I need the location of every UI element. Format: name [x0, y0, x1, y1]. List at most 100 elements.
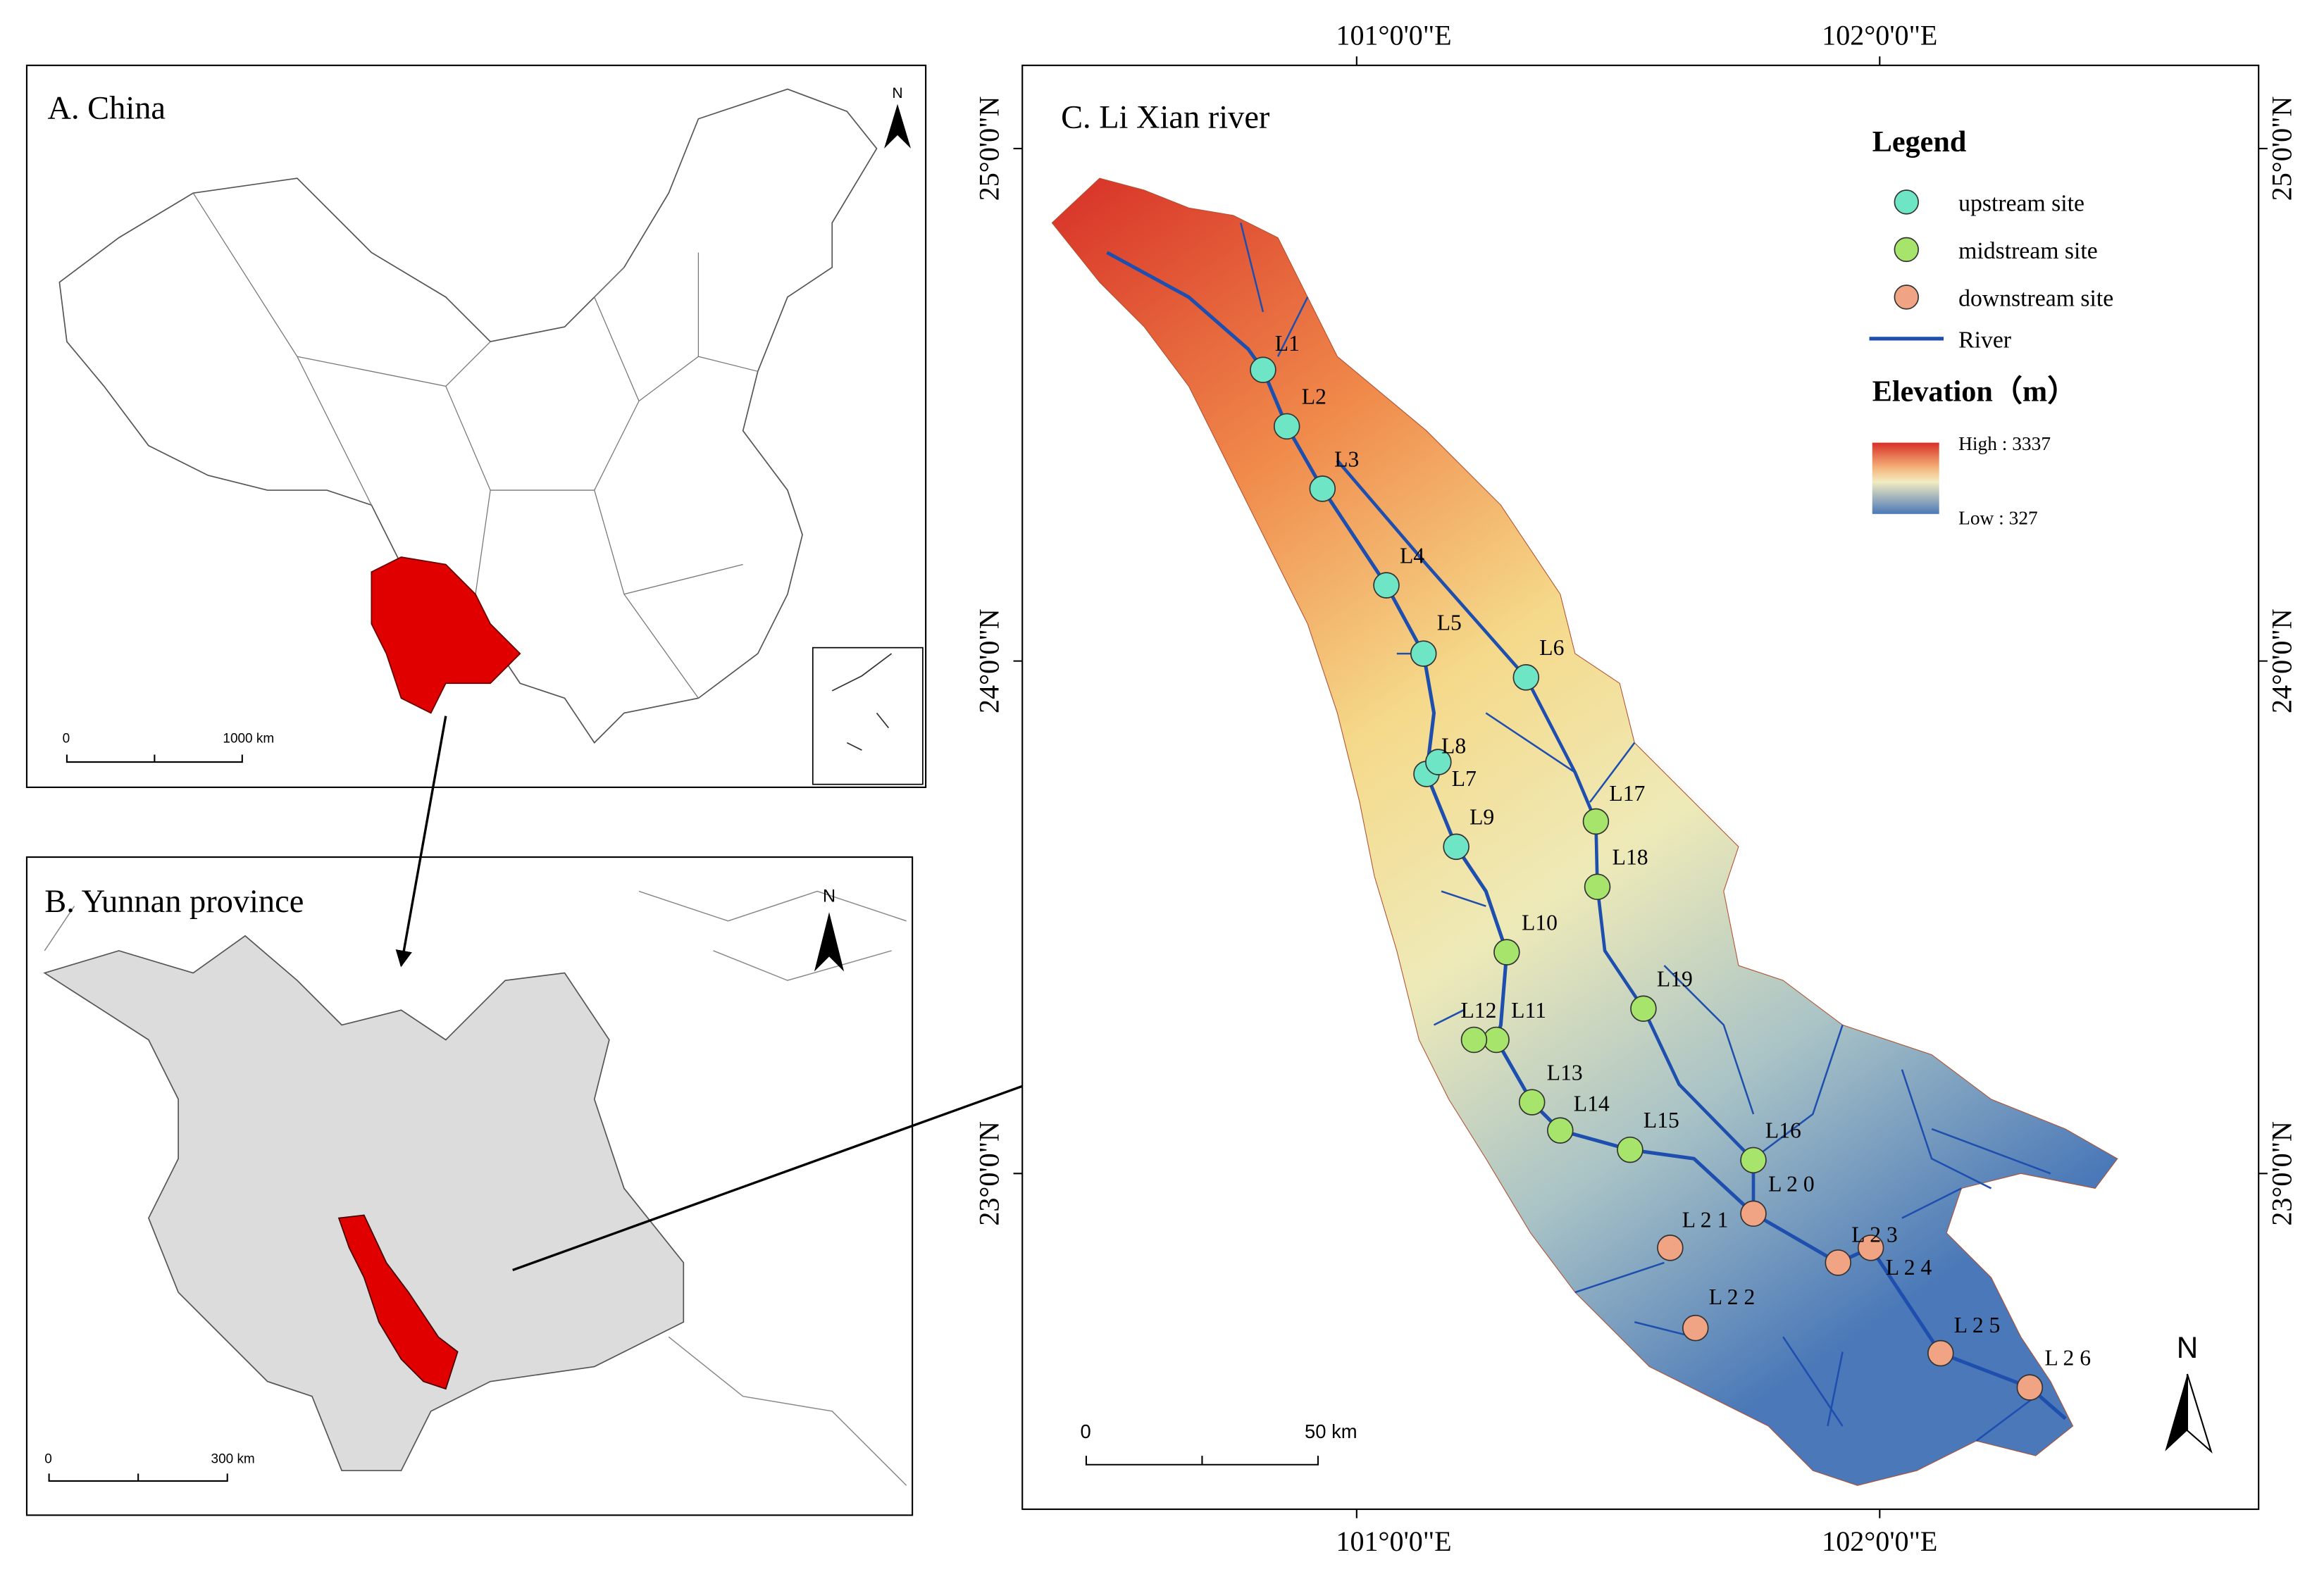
site-label: L18	[1612, 845, 1648, 870]
site-marker	[1582, 808, 1610, 835]
site-label: L7	[1452, 766, 1477, 791]
site-label: L 2 3	[1851, 1222, 1898, 1247]
scale-bar	[48, 1473, 228, 1482]
site-marker	[1657, 1235, 1684, 1261]
site-marker	[1927, 1339, 1954, 1367]
scale-label: 0	[44, 1452, 52, 1467]
site-label: L 2 6	[2044, 1345, 2091, 1370]
site-marker	[1617, 1136, 1643, 1163]
scale-label: 300 km	[211, 1452, 255, 1467]
site-label: L3	[1334, 446, 1359, 471]
site-label: L 2 5	[1954, 1313, 2001, 1337]
scale-label: 1000 km	[223, 732, 274, 747]
site-label: L8	[1441, 733, 1466, 758]
longitude-label: 102°0'0"E	[1822, 1525, 1937, 1557]
elevation-ramp	[1872, 442, 1939, 514]
site-label: L4	[1400, 543, 1424, 568]
inset-islands	[831, 653, 893, 751]
longitude-label: 101°0'0"E	[1336, 19, 1451, 51]
scale-bar	[1085, 1456, 1319, 1466]
panel-title: A. China	[47, 91, 166, 127]
legend-symbol	[1894, 285, 1919, 310]
site-marker	[1483, 1026, 1510, 1054]
site-label: L5	[1437, 610, 1462, 635]
site-marker	[1373, 572, 1400, 599]
site-label: L 2 4	[1886, 1255, 1932, 1280]
longitude-label: 102°0'0"E	[1822, 19, 1937, 51]
scale-label: 50 km	[1305, 1420, 1357, 1442]
site-marker	[1512, 664, 1540, 691]
legend-title: Legend	[1872, 125, 1967, 158]
north-label: N	[2177, 1331, 2198, 1364]
site-label: L1	[1275, 331, 1300, 356]
north-label: N	[823, 886, 835, 906]
site-marker	[1410, 640, 1437, 667]
china-outline	[58, 88, 878, 744]
site-label: L6	[1539, 635, 1564, 660]
site-label: L 2 0	[1768, 1172, 1815, 1197]
latitude-label: 25°0'0"N	[2266, 96, 2298, 201]
site-label: L13	[1547, 1060, 1583, 1085]
panel-a: A. China 0 1000 km N	[25, 64, 927, 788]
yunnan	[371, 556, 521, 714]
site-label: L 2 1	[1682, 1207, 1729, 1232]
site-marker	[1584, 873, 1611, 901]
longitude-label: 101°0'0"E	[1336, 1525, 1451, 1557]
north-arrow	[884, 104, 912, 149]
legend-label: upstream site	[1958, 191, 2084, 217]
panel-c: L1 L2 L3 L4 L5 L6 L7 L8 L9 L10 L11 L12 L13 L14 L15 L16 L…	[973, 19, 2297, 1557]
scale-label: 0	[63, 732, 70, 747]
site-marker	[1630, 995, 1657, 1022]
site-marker	[1250, 356, 1276, 383]
site-marker	[1682, 1314, 1709, 1342]
site-marker	[1460, 1026, 1488, 1054]
graticule-ticks	[1013, 56, 2268, 1518]
site-marker	[1547, 1117, 1574, 1144]
site-marker	[1493, 939, 1520, 966]
site-marker	[1857, 1235, 1884, 1261]
site-marker	[1443, 833, 1469, 861]
site-label: L10	[1522, 910, 1558, 935]
elevation-high: High : 3337	[1958, 433, 2051, 454]
legend-label: downstream site	[1958, 286, 2113, 312]
neighbor-borders	[44, 890, 907, 1486]
latitude-label: 25°0'0"N	[973, 96, 1005, 201]
site-marker	[2016, 1374, 2044, 1401]
site-label: L14	[1574, 1092, 1610, 1116]
site-label: L2	[1302, 385, 1326, 409]
site-label: L 2 2	[1709, 1285, 1756, 1309]
legend-symbol	[1894, 189, 1919, 215]
latitude-label: 24°0'0"N	[973, 608, 1005, 713]
inset-frame	[812, 647, 924, 785]
site-marker	[1825, 1249, 1852, 1276]
north-arrow-half	[2186, 1373, 2213, 1454]
scale-bar	[66, 754, 243, 763]
site-marker	[1740, 1200, 1767, 1228]
site-marker	[1740, 1147, 1767, 1174]
li-xian-basin	[337, 1214, 459, 1390]
north-arrow	[814, 912, 845, 972]
site-label: L11	[1511, 998, 1546, 1023]
site-label: L12	[1460, 998, 1496, 1023]
panel-title: B. Yunnan province	[44, 884, 304, 920]
site-marker	[1273, 413, 1300, 440]
basin-elevation	[1051, 177, 2118, 1486]
scale-label: 0	[1080, 1420, 1090, 1442]
site-label: L17	[1609, 781, 1645, 806]
latitude-label: 23°0'0"N	[2266, 1121, 2298, 1226]
site-marker	[1518, 1089, 1546, 1116]
panel-b: B. Yunnan province 0 300 km N	[25, 856, 914, 1516]
latitude-label: 23°0'0"N	[973, 1121, 1005, 1226]
elevation-low: Low : 327	[1958, 508, 2038, 529]
legend-label: River	[1958, 327, 2011, 354]
province-borders	[192, 192, 758, 699]
legend-symbol	[1894, 237, 1919, 263]
site-marker	[1425, 749, 1452, 775]
site-marker	[1309, 475, 1336, 502]
connector-arrow	[395, 716, 447, 968]
legend: upstream site midstream site downstream si…	[1894, 189, 2113, 312]
site-label: L9	[1469, 805, 1494, 830]
elevation-title: Elevation（m）	[1872, 375, 2077, 408]
site-label: L19	[1657, 967, 1693, 992]
